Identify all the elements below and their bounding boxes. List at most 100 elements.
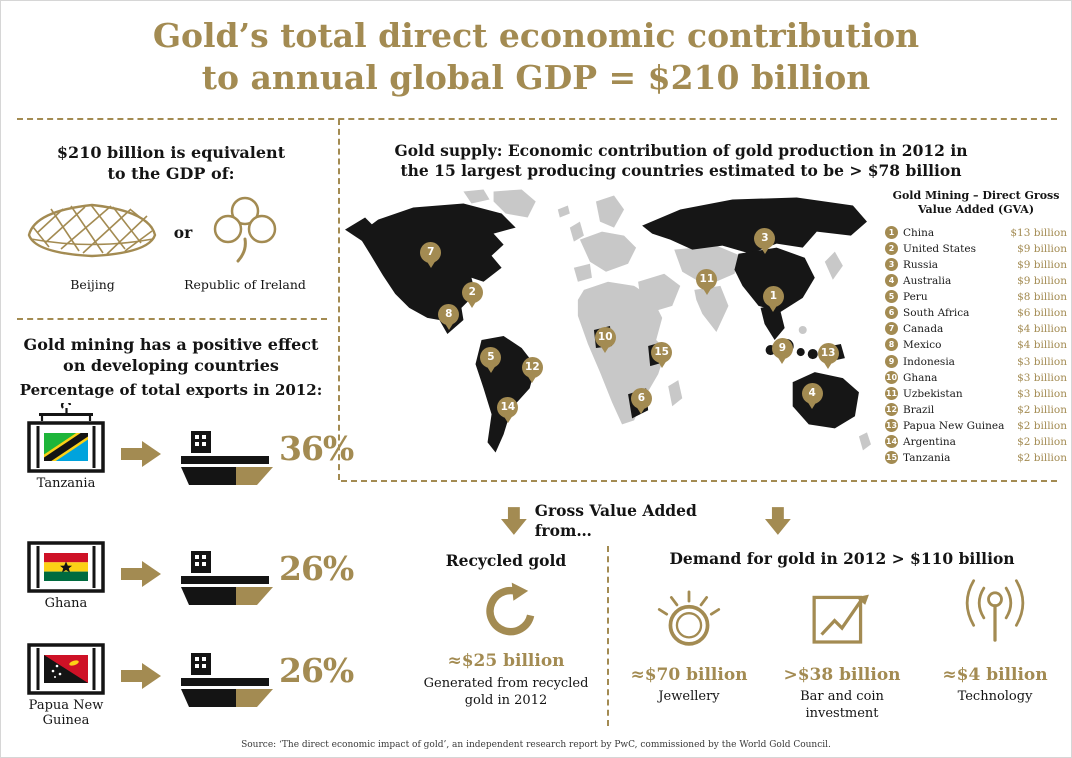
legend-row: 9 Indonesia $3 billion	[885, 353, 1067, 369]
divider-left-vertical	[338, 119, 340, 480]
rank-badge: 6	[885, 306, 898, 320]
legend-row: 7 Canada $4 billion	[885, 321, 1067, 337]
container-flag-png-icon	[27, 643, 105, 695]
exports-heading-line2: on developing countries	[63, 355, 279, 375]
rank-badge: 7	[885, 322, 898, 336]
map-pin-number: 8	[445, 307, 453, 320]
map-pin-number: 5	[487, 351, 495, 364]
legend-value: $4 billion	[1017, 339, 1067, 352]
world-map: 1 2 3 4 5 6 7 8 9 10 11 12 13 14 15	[343, 189, 875, 481]
map-pin-number: 4	[808, 387, 816, 400]
map-pin: 13	[817, 343, 839, 370]
legend-title: Gold Mining – Direct Gross Value Added (…	[892, 189, 1060, 216]
recycled-gold-panel: Recycled gold ≈$25 billion Generated fro…	[416, 551, 596, 710]
legend-value: $2 billion	[1017, 419, 1067, 432]
source-note: Source: ‘The direct economic impact of g…	[241, 740, 831, 750]
legend-value: $9 billion	[1017, 275, 1067, 288]
legend-value: $9 billion	[1017, 259, 1067, 272]
legend-country: Uzbekistan	[903, 387, 963, 400]
legend-row: 4 Australia $9 billion	[885, 273, 1067, 289]
main-title: Gold’s total direct economic contributio…	[1, 15, 1071, 99]
cargo-ship-icon	[181, 431, 273, 485]
rank-badge: 14	[885, 434, 898, 448]
legend-value: $2 billion	[1017, 403, 1067, 416]
legend-row: 14 Argentina $2 billion	[885, 433, 1067, 449]
supply-heading-line2: the 15 largest producing countries estim…	[400, 161, 962, 181]
legend-value: $2 billion	[1017, 451, 1067, 464]
gva-legend: Gold Mining – Direct Gross Value Added (…	[885, 189, 1067, 465]
export-percent: 36%	[279, 429, 354, 468]
export-country-label: Ghana	[44, 596, 88, 611]
map-pin: 5	[480, 347, 502, 374]
exports-heading-line1: Gold mining has a positive effect	[23, 335, 319, 354]
legend-row: 8 Mexico $4 billion	[885, 337, 1067, 353]
legend-country: Argentina	[903, 435, 956, 448]
legend-country: Indonesia	[903, 355, 955, 368]
legend-country: Canada	[903, 323, 944, 336]
right-arrow-icon	[121, 441, 161, 467]
map-pin-number: 14	[500, 400, 516, 413]
legend-row: 12 Brazil $2 billion	[885, 401, 1067, 417]
rank-badge: 9	[885, 354, 898, 368]
divider-right-middle	[341, 480, 1057, 482]
legend-country: Peru	[903, 291, 928, 304]
rank-badge: 13	[885, 418, 898, 432]
map-pin: 12	[521, 357, 543, 384]
main-title-line1: Gold’s total direct economic contributio…	[152, 16, 920, 55]
legend-country: United States	[903, 243, 976, 256]
export-row-ghana: Ghana 26%	[23, 523, 354, 633]
map-pin: 2	[461, 281, 483, 308]
demand-item-investment: >$38 billion Bar and coin investment	[772, 577, 912, 723]
demand-value: >$38 billion	[783, 665, 901, 686]
map-pin: 9	[771, 338, 793, 365]
export-percent: 26%	[279, 549, 354, 588]
shamrock-icon	[213, 196, 277, 263]
map-pin-number: 10	[597, 331, 613, 344]
map-pin-number: 11	[699, 272, 715, 285]
demand-items: ≈$70 billion Jewellery >$38 billion Bar …	[619, 577, 1065, 723]
legend-country: China	[903, 227, 935, 239]
demand-label: Jewellery	[658, 689, 720, 705]
legend-row: 11 Uzbekistan $3 billion	[885, 385, 1067, 401]
supply-heading: Gold supply: Economic contribution of go…	[351, 141, 1011, 181]
crane-spreader-icon	[39, 403, 93, 421]
legend-row: 13 Papua New Guinea $2 billion	[885, 417, 1067, 433]
divider-left-middle	[17, 318, 327, 320]
or-label: or	[173, 223, 193, 242]
legend-value: $6 billion	[1017, 307, 1067, 320]
down-arrow-icon	[501, 507, 527, 536]
demand-heading: Demand for gold in 2012 > $110 billion	[669, 549, 1015, 568]
beijing-stadium-icon	[27, 203, 157, 258]
rank-badge: 1	[885, 226, 898, 239]
map-pin: 1	[762, 285, 784, 312]
map-pin: 7	[420, 242, 442, 269]
rank-badge: 2	[885, 242, 898, 256]
beijing-label: Beijing	[70, 277, 115, 292]
map-pin: 14	[497, 396, 519, 423]
legend-row: 3 Russia $9 billion	[885, 257, 1067, 273]
map-pin: 4	[801, 383, 823, 410]
main-title-line2: to annual global GDP = $210 billion	[201, 58, 871, 98]
legend-row: 1 China $13 billion	[885, 225, 1067, 241]
legend-value: $13 billion	[1010, 227, 1067, 239]
gva-heading: Gross Value Added from…	[534, 501, 697, 541]
legend-value: $3 billion	[1017, 387, 1067, 400]
down-arrow-icon	[765, 507, 791, 536]
ring-icon	[657, 590, 721, 646]
map-pin: 6	[630, 388, 652, 415]
demand-value: ≈$70 billion	[630, 665, 748, 686]
cargo-ship-icon	[181, 551, 273, 605]
rank-badge: 5	[885, 290, 898, 304]
legend-country: Tanzania	[903, 451, 951, 464]
map-pin-number: 3	[761, 232, 769, 245]
legend-country: Russia	[903, 259, 939, 272]
map-pin: 11	[696, 268, 718, 295]
legend-row: 15 Tanzania $2 billion	[885, 449, 1067, 465]
gva-heading-row: Gross Value Added from…	[501, 501, 791, 541]
technology-icon	[965, 579, 1025, 642]
recycled-caption: Generated from recycled gold in 2012	[423, 676, 589, 709]
map-pin: 3	[754, 228, 776, 255]
map-pin-number: 12	[525, 361, 540, 374]
legend-country: South Africa	[903, 307, 970, 320]
